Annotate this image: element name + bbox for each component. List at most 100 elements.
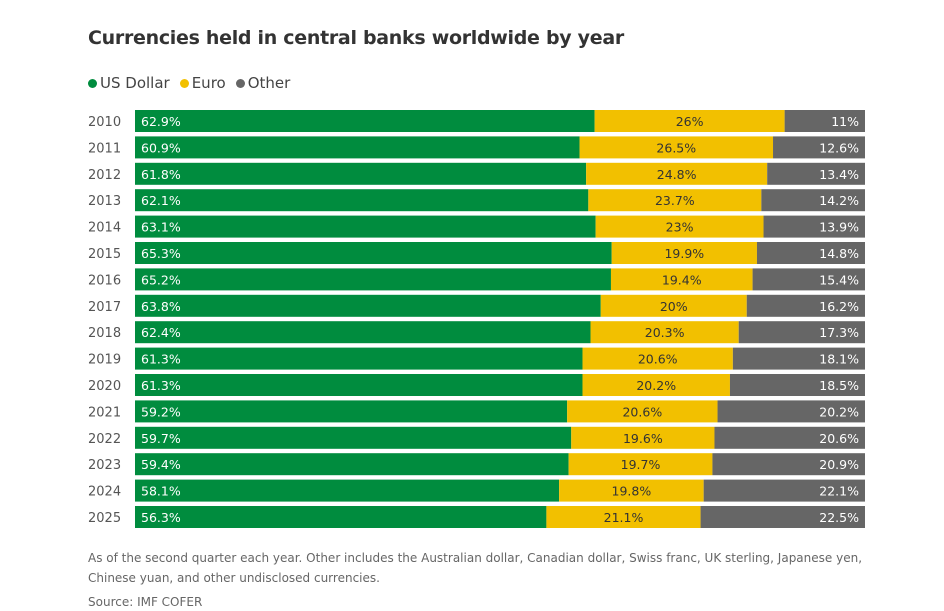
data-label: 20.2%	[636, 378, 676, 393]
data-label: 59.7%	[141, 431, 181, 446]
bar-segment-euro	[559, 479, 704, 502]
year-label: 2017	[88, 300, 121, 315]
data-label: 14.2%	[819, 193, 859, 208]
bar-segment-us-dollar	[135, 189, 589, 212]
bar-segment-us-dollar	[135, 479, 560, 502]
data-label: 63.8%	[141, 299, 181, 314]
bar-segment-euro	[586, 162, 768, 185]
year-label: 2025	[88, 511, 121, 526]
bar-segment-other	[756, 242, 865, 264]
data-label: 20%	[660, 299, 688, 314]
bar-segment-euro	[590, 321, 739, 344]
bar-segment-us-dollar	[135, 400, 568, 423]
data-label: 19.9%	[664, 246, 704, 261]
footnote: As of the second quarter each year. Othe…	[88, 551, 863, 585]
data-label: 17.3%	[819, 325, 859, 340]
data-label: 62.1%	[141, 193, 181, 208]
bar-segment-euro	[579, 136, 774, 159]
legend-dot-icon	[88, 78, 97, 88]
bar-segment-us-dollar	[135, 215, 596, 238]
year-label: 2023	[88, 458, 121, 473]
data-label: 20.3%	[645, 325, 685, 340]
data-label: 18.5%	[819, 378, 859, 393]
bar-segment-euro	[582, 347, 733, 370]
data-label: 16.2%	[819, 299, 859, 314]
data-label: 20.9%	[819, 457, 859, 472]
bar-segment-us-dollar	[135, 506, 547, 528]
data-label: 20.6%	[622, 404, 662, 419]
data-label: 56.3%	[141, 510, 181, 525]
legend-label: US Dollar	[100, 74, 170, 92]
data-label: 19.6%	[623, 431, 663, 446]
bar-segment-us-dollar	[135, 162, 587, 185]
bar-segment-us-dollar	[135, 294, 601, 317]
bar-segment-other	[712, 453, 865, 476]
bar-segment-other	[714, 426, 865, 449]
data-label: 26%	[676, 114, 704, 129]
data-label: 59.2%	[141, 404, 181, 419]
data-label: 23.7%	[655, 193, 695, 208]
legend-label: Other	[247, 74, 291, 92]
data-label: 12.6%	[819, 140, 859, 155]
bar-segment-us-dollar	[135, 321, 591, 344]
bar-segment-other	[752, 268, 865, 291]
data-label: 63.1%	[141, 220, 181, 235]
bar-segment-other	[717, 400, 865, 423]
bar-segment-euro	[571, 426, 715, 449]
year-label: 2020	[88, 379, 121, 394]
data-label: 15.4%	[819, 272, 859, 287]
bar-segment-other	[761, 189, 865, 212]
year-label: 2011	[88, 141, 121, 156]
data-label: 20.2%	[819, 404, 859, 419]
legend-item-us-dollar: US Dollar	[88, 74, 170, 92]
year-label: 2024	[88, 485, 121, 500]
data-label: 24.8%	[657, 167, 697, 182]
bar-segment-other	[729, 374, 865, 396]
chart-title: Currencies held in central banks worldwi…	[88, 27, 624, 49]
data-label: 13.4%	[819, 167, 859, 182]
legend-item-other: Other	[235, 74, 291, 92]
bar-segment-us-dollar	[135, 453, 569, 476]
data-label: 19.4%	[662, 272, 702, 287]
bar-segment-euro	[595, 215, 764, 238]
bar-segment-euro	[600, 294, 747, 317]
data-label: 61.3%	[141, 378, 181, 393]
year-label: 2013	[88, 194, 121, 209]
bar-segment-us-dollar	[135, 110, 595, 132]
bar-segment-euro	[610, 268, 753, 291]
source: Source: IMF COFER	[88, 595, 203, 609]
data-label: 20.6%	[819, 431, 859, 446]
bar-segment-us-dollar	[135, 374, 583, 396]
bar-segment-us-dollar	[135, 268, 611, 291]
bar-segment-euro	[611, 242, 757, 264]
year-label: 2012	[88, 168, 121, 183]
year-label: 2022	[88, 432, 121, 447]
data-label: 59.4%	[141, 457, 181, 472]
legend-label: Euro	[191, 74, 226, 92]
legend-dot-icon	[235, 78, 245, 88]
data-label: 65.3%	[141, 246, 181, 261]
data-label: 22.1%	[819, 484, 859, 499]
data-label: 14.8%	[819, 246, 859, 261]
data-label: 19.8%	[612, 484, 652, 499]
bar-segment-euro	[588, 189, 762, 212]
bar-segment-euro	[594, 110, 785, 132]
bar-segment-euro	[582, 374, 730, 396]
bar-segment-us-dollar	[135, 347, 583, 370]
data-label: 26.5%	[656, 140, 696, 155]
data-label: 23%	[666, 220, 694, 235]
bar-segment-euro	[567, 400, 718, 423]
data-label: 21.1%	[604, 510, 644, 525]
bar-segment-other	[746, 294, 865, 317]
year-label: 2010	[88, 115, 121, 130]
data-label: 58.1%	[141, 484, 181, 499]
bar-segment-us-dollar	[135, 242, 612, 264]
bar-segment-other	[732, 347, 865, 370]
year-label: 2018	[88, 326, 121, 341]
bar-segment-other	[738, 321, 865, 344]
bar-segment-us-dollar	[135, 426, 572, 449]
bar-segment-other	[767, 162, 865, 185]
legend-item-euro: Euro	[179, 74, 226, 92]
data-label: 60.9%	[141, 140, 181, 155]
